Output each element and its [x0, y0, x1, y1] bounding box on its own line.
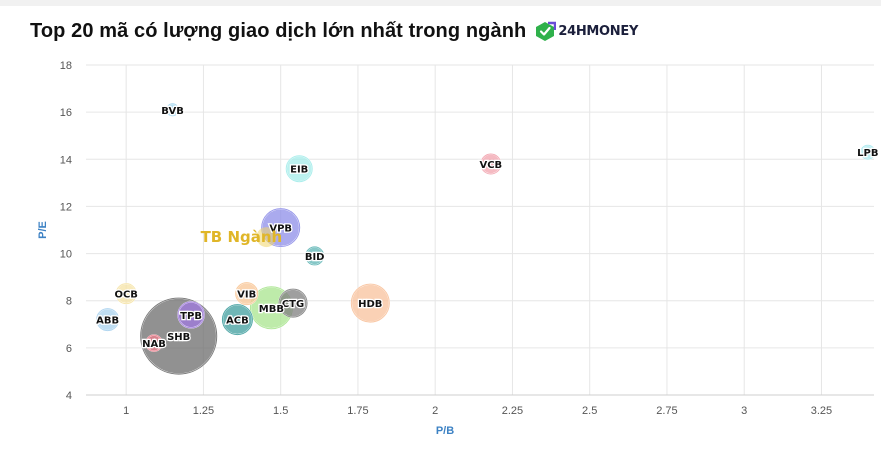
bubble-label-bvb: BVB: [161, 106, 184, 117]
x-tick-label: 2.5: [582, 405, 597, 417]
y-tick-label: 4: [66, 390, 72, 402]
bubble-outline-bvb: [166, 103, 180, 117]
y-tick-label: 12: [60, 201, 72, 213]
x-tick-label: 2.25: [502, 405, 523, 417]
bubble-outline-abb: [96, 308, 120, 332]
bubble-label-lpb: LPB: [857, 148, 878, 159]
y-tick-label: 16: [60, 107, 72, 119]
axis-ticks: 4 6 8 10 12 14 16 18 1 1.25 1.5 1.75 2 2.25 2.5 2.75 3 3.…: [60, 60, 832, 417]
y-tick-label: 14: [60, 154, 72, 166]
bubble-label-tpb: TPB: [180, 311, 202, 322]
average-bubble[interactable]: [256, 227, 277, 248]
bubble-label-acb: ACB: [226, 316, 249, 327]
x-tick-label: 1.75: [347, 405, 368, 417]
x-tick-label: 2: [432, 405, 438, 417]
grid-lines: [86, 64, 874, 396]
y-tick-label: 8: [66, 296, 72, 308]
bubble-label-ctg: CTG: [282, 299, 304, 310]
y-tick-label: 6: [66, 343, 72, 355]
bubble-outline-vcb: [480, 153, 502, 175]
chart-header: Top 20 mã có lượng giao dịch lớn nhất tr…: [30, 14, 638, 48]
y-axis-title: P/E: [37, 221, 49, 239]
top-strip: [0, 0, 881, 6]
x-tick-label: 2.75: [656, 405, 677, 417]
x-axis-title: P/B: [436, 425, 454, 437]
bubble-outline-vib: [235, 282, 259, 306]
bubble-outline-nab: [145, 334, 163, 352]
brand-logo[interactable]: 24HMONEY: [534, 20, 638, 42]
24hmoney-logo-icon: [536, 21, 557, 41]
brand-text: 24HMONEY: [558, 23, 639, 39]
x-tick-label: 1.25: [193, 405, 214, 417]
bubble-outline-ocb: [115, 283, 137, 305]
bubble-label-ocb: OCB: [114, 290, 137, 301]
bubble-outline-tpb: [177, 301, 205, 329]
bubble-outline-vpb: [261, 208, 301, 248]
bubble-outline-bid: [305, 246, 325, 266]
x-tick-label: 3.25: [811, 405, 832, 417]
bubble-label-vcb: VCB: [479, 160, 502, 171]
y-tick-label: 18: [60, 60, 72, 72]
bubble-outline-hdb: [350, 283, 390, 323]
bubble-outline-ctg: [278, 288, 308, 318]
bubble-label-abb: ABB: [96, 316, 119, 327]
y-tick-label: 10: [60, 249, 72, 261]
bubble-label-eib: EIB: [290, 165, 308, 176]
x-tick-label: 1.5: [273, 405, 288, 417]
bubble-label-shb: SHB: [167, 332, 190, 343]
bubble-label-bid: BID: [305, 252, 325, 263]
bubble-outline-acb: [221, 304, 253, 336]
x-tick-label: 1: [123, 405, 129, 417]
bubble-outline-lpb: [860, 144, 876, 160]
average-label: TB Ngành: [201, 228, 283, 246]
bubble-label-vpb: VPB: [269, 224, 292, 235]
bubble-label-hdb: HDB: [358, 299, 382, 310]
chart-title: Top 20 mã có lượng giao dịch lớn nhất tr…: [30, 19, 527, 42]
bubble-outline-eib: [285, 155, 313, 183]
bubble-label-nab: NAB: [142, 339, 166, 350]
bubble-label-vib: VIB: [237, 290, 256, 301]
x-tick-label: 3: [741, 405, 747, 417]
bubble-outline-shb: [140, 297, 218, 375]
bubbles: [95, 103, 876, 375]
bubble-label-mbb: MBB: [259, 304, 284, 315]
